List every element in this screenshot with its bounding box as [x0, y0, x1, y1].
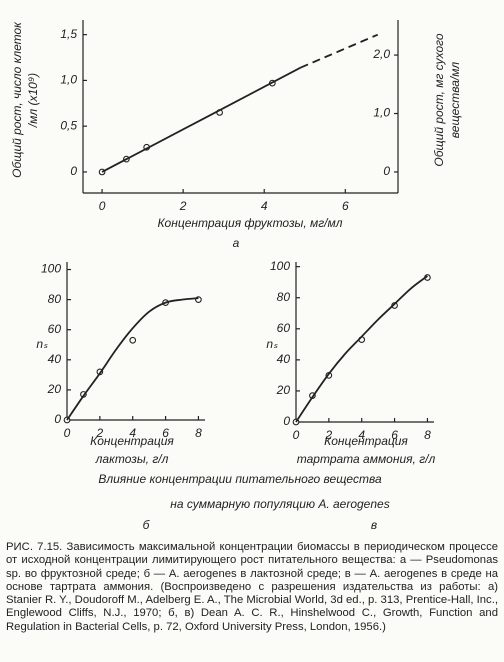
x-tick-label: 2 — [179, 199, 187, 213]
y-tick-label: 80 — [48, 292, 62, 306]
y-axis-label: nₛ — [36, 337, 48, 351]
panel-label: в — [371, 518, 377, 532]
y2-tick-label: 2,0 — [372, 47, 390, 61]
y-tick-label: 80 — [277, 290, 291, 304]
y-tick-label: 100 — [270, 259, 290, 273]
y-tick-label: 60 — [277, 321, 291, 335]
x-tick-label: 6 — [162, 426, 169, 440]
figure: Концентрация фруктозы, мг/мл а Общий рос… — [10, 20, 462, 532]
fit-line — [101, 66, 302, 173]
y-tick-label: 0,5 — [60, 118, 77, 132]
y-tick-label: 1,5 — [60, 27, 77, 41]
y-axis-label: Общий рост, число клеток — [10, 21, 24, 178]
y-axis-label: /мл (х10⁹) — [26, 73, 40, 128]
shared-caption: Влияние концентрации питательного вещест… — [98, 472, 382, 486]
y-tick-label: 40 — [48, 352, 62, 366]
x-tick-label: 8 — [195, 426, 202, 440]
x-tick-label: 2 — [325, 428, 333, 442]
x-tick-label: 4 — [261, 199, 268, 213]
y-tick-label: 100 — [41, 262, 61, 276]
x-tick-label: 0 — [99, 199, 106, 213]
y-tick-label: 0 — [283, 414, 290, 428]
data-point — [129, 336, 137, 344]
fit-line — [66, 297, 199, 421]
y-tick-label: 20 — [276, 383, 291, 397]
x-tick-label: 0 — [64, 426, 71, 440]
x-axis-label: лактозы, г/л — [95, 452, 169, 466]
y2-axis-label: Общий рост, мг сухого — [432, 33, 446, 167]
y-tick-label: 20 — [47, 382, 62, 396]
y-tick-label: 40 — [277, 352, 291, 366]
panel-label: а — [233, 236, 240, 250]
x-tick-label: 0 — [293, 428, 300, 442]
x-tick-label: 6 — [391, 428, 398, 442]
x-tick-label: 4 — [129, 426, 136, 440]
x-tick-label: 2 — [96, 426, 104, 440]
x-tick-label: 6 — [342, 199, 349, 213]
panel-label: б — [143, 518, 151, 532]
fit-line — [295, 275, 428, 423]
y2-axis-label: вещества/мл — [448, 62, 462, 139]
figure-caption: РИС. 7.15. Зависимость максимальной конц… — [6, 541, 498, 633]
x-tick-label: 4 — [358, 428, 365, 442]
x-axis-label: Концентрация фруктозы, мг/мл — [157, 216, 342, 230]
y-tick-label: 1,0 — [60, 73, 77, 87]
x-axis-label: Концентрация — [90, 434, 174, 448]
y2-tick-label: 1,0 — [373, 106, 390, 120]
y2-tick-label: 0 — [383, 164, 390, 178]
shared-caption: на суммарную популяцию A. aerogenes — [170, 497, 389, 511]
x-tick-label: 8 — [424, 428, 431, 442]
fit-line — [300, 33, 379, 69]
x-axis-label: Концентрация — [324, 434, 408, 448]
y-tick-label: 0 — [70, 164, 77, 178]
y-axis-label: nₛ — [266, 337, 278, 351]
y-tick-label: 0 — [54, 412, 61, 426]
x-axis-label: тартрата аммония, г/л — [297, 452, 436, 466]
y-tick-label: 60 — [48, 322, 62, 336]
